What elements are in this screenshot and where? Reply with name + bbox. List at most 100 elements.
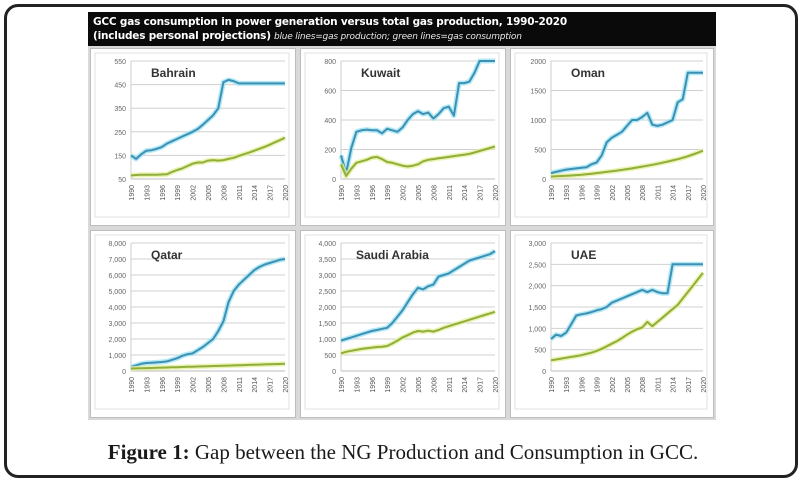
x-tick-label: 2002: [191, 185, 198, 201]
chart-title: Kuwait: [361, 66, 400, 80]
chart-svg: 0 500 1,000 1,500 2,000 2,500 3,000 1990 1993 199…: [514, 234, 708, 410]
y-tick-label: 2,000: [528, 284, 546, 291]
x-tick-label: 1999: [175, 185, 182, 201]
series-line-consumption: [130, 136, 286, 177]
x-tick-label: 1990: [129, 185, 136, 201]
y-tick-label: 3,000: [108, 321, 126, 328]
series-glow-consumption: [130, 135, 287, 178]
header-title: GCC gas consumption in power generation …: [93, 16, 567, 28]
series-line-production: [340, 60, 495, 175]
plot-area-border: [94, 234, 290, 410]
y-tick-label: 600: [324, 89, 336, 96]
x-tick-label: 2014: [671, 377, 678, 393]
y-tick-label: 3,000: [318, 273, 336, 280]
y-tick-label: 0: [122, 369, 126, 376]
chart-title: Bahrain: [151, 66, 196, 80]
x-tick-label: 1990: [549, 377, 556, 393]
x-tick-label: 2005: [625, 377, 632, 393]
y-tick-label: 5,000: [108, 289, 126, 296]
x-tick-label: 2014: [462, 185, 469, 201]
plot-area-border: [304, 52, 500, 218]
x-tick-label: 1990: [129, 377, 136, 393]
chart-title: Oman: [571, 66, 605, 80]
x-tick-label: 2005: [206, 377, 213, 393]
header-subtitle: (includes personal projections) blue lin…: [93, 29, 711, 44]
x-tick-label: 2005: [416, 185, 423, 201]
y-tick-label: 1,000: [318, 337, 336, 344]
x-tick-label: 1993: [354, 377, 361, 393]
x-tick-label: 2020: [283, 377, 290, 393]
y-tick-label: 7,000: [108, 257, 126, 264]
chart-panel-saudi-arabia: 0 500 1,000 1,500 2,000 2,500 3,000 3,500 4,000 1…: [300, 230, 506, 418]
x-tick-label: 2008: [431, 377, 438, 393]
x-tick-label: 1993: [144, 185, 151, 201]
y-tick-label: 150: [114, 153, 126, 160]
y-tick-label: 1,000: [528, 326, 546, 333]
x-tick-label: 2020: [493, 185, 500, 201]
plot-area-border: [514, 52, 708, 218]
y-tick-label: 2000: [530, 59, 546, 66]
y-tick-label: 350: [114, 106, 126, 113]
x-tick-label: 1999: [595, 185, 602, 201]
y-tick-label: 1500: [530, 89, 546, 96]
y-tick-label: 1000: [530, 118, 546, 125]
y-tick-label: 1,000: [108, 353, 126, 360]
x-tick-label: 2020: [493, 377, 500, 393]
y-tick-label: 450: [114, 83, 126, 90]
x-tick-label: 1996: [370, 185, 377, 201]
y-tick-label: 2,000: [318, 305, 336, 312]
x-tick-label: 2011: [237, 377, 244, 392]
x-tick-label: 2017: [268, 377, 275, 393]
series-line-consumption: [340, 310, 496, 355]
plot-area-border: [304, 234, 500, 410]
chart-panel-bahrain: 50 150 250 350 450 550 1990 1993 1996 1999 2002 200…: [90, 48, 296, 226]
x-tick-label: 2011: [447, 185, 454, 200]
x-tick-label: 1996: [160, 185, 167, 201]
plot-area-border: [514, 234, 708, 410]
series-line-consumption: [550, 272, 704, 362]
chart-panel-oman: 0 500 1000 1500 2000 1990 1993 1996 1999 2002 2005…: [510, 48, 714, 226]
y-tick-label: 1,500: [318, 321, 336, 328]
x-tick-label: 2005: [416, 377, 423, 393]
series-line-production: [130, 78, 285, 160]
x-tick-label: 2005: [206, 185, 213, 201]
y-tick-label: 4,000: [318, 241, 336, 248]
y-tick-label: 2,500: [528, 262, 546, 269]
x-tick-label: 2014: [252, 185, 259, 201]
x-tick-label: 1996: [579, 377, 586, 393]
x-tick-label: 2011: [655, 185, 662, 200]
x-tick-label: 2020: [701, 377, 708, 393]
x-tick-label: 1993: [144, 377, 151, 393]
x-tick-label: 2002: [401, 377, 408, 393]
figure-caption: Figure 1: Gap between the NG Production …: [0, 440, 806, 465]
y-tick-label: 0: [332, 177, 336, 184]
y-tick-label: 250: [114, 130, 126, 137]
x-tick-label: 2014: [671, 185, 678, 201]
x-tick-label: 2008: [640, 377, 647, 393]
y-tick-label: 500: [324, 353, 336, 360]
y-tick-label: 500: [534, 348, 546, 355]
chart-title: UAE: [571, 248, 596, 262]
y-tick-label: 2,500: [318, 289, 336, 296]
header-note: (includes personal projections): [93, 30, 271, 42]
x-tick-label: 1996: [579, 185, 586, 201]
series-glow-production: [340, 248, 497, 343]
x-tick-label: 2002: [191, 377, 198, 393]
x-tick-label: 2017: [268, 185, 275, 201]
y-tick-label: 200: [324, 148, 336, 155]
series-line-consumption: [340, 145, 496, 177]
x-tick-label: 1996: [160, 377, 167, 393]
x-tick-label: 1999: [595, 377, 602, 393]
chart-svg: 0 500 1,000 1,500 2,000 2,500 3,000 3,500 4,000 1…: [304, 234, 500, 410]
x-tick-label: 1990: [339, 377, 346, 393]
x-tick-label: 2002: [401, 185, 408, 201]
caption-label: Figure 1:: [107, 440, 190, 464]
x-tick-label: 2020: [283, 185, 290, 201]
header-legend-note: blue lines=gas production; green lines=g…: [273, 32, 522, 42]
y-tick-label: 550: [114, 59, 126, 66]
x-tick-label: 2008: [221, 185, 228, 201]
chart-svg: 0 200 400 600 800 1990 1993 1996 1999 2002 2005 200…: [304, 52, 500, 218]
x-tick-label: 2020: [701, 185, 708, 201]
figure-header: GCC gas consumption in power generation …: [88, 12, 716, 46]
y-tick-label: 1,500: [528, 305, 546, 312]
